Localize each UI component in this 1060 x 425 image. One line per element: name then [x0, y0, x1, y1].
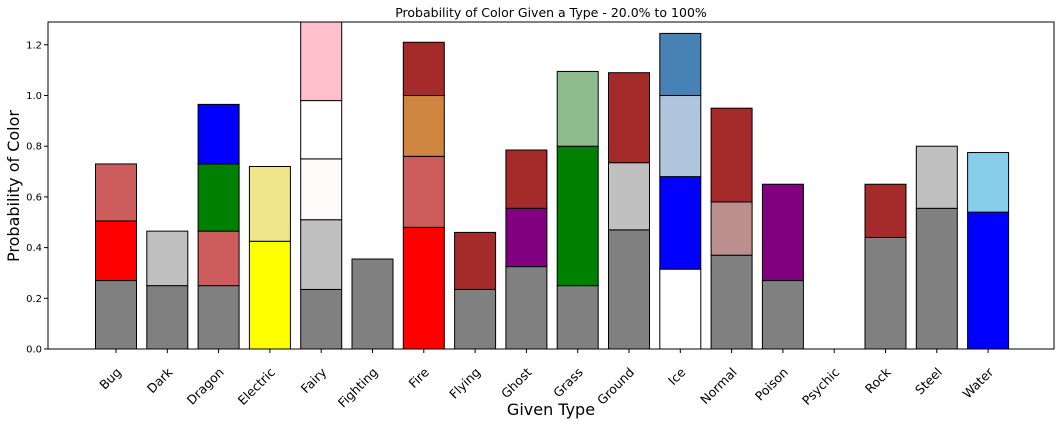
plot-frame	[47, 21, 1055, 350]
y-tick-label: 0.0	[26, 345, 42, 356]
x-tick-label: Dark	[144, 364, 176, 396]
bar-segment-dragon-3	[197, 103, 240, 165]
x-tick-label: Normal	[697, 365, 740, 408]
x-tick-label: Water	[959, 364, 996, 401]
x-axis-label: Given Type	[507, 400, 595, 419]
bar-segment-fire-2	[402, 95, 445, 157]
x-tick-label: Fire	[406, 364, 433, 391]
bar-segment-poison-1	[761, 183, 804, 282]
bar-segment-poison-0	[761, 280, 804, 350]
y-axis-label: Probability of Color	[4, 110, 23, 262]
bar-segment-steel-1	[915, 145, 958, 209]
x-tick-label: Fighting	[335, 365, 381, 411]
x-tick-label: Ground	[594, 365, 637, 408]
bar-segment-ice-0	[659, 268, 702, 350]
bar-segment-ice-3	[659, 32, 702, 97]
bar-segment-ground-0	[608, 229, 650, 350]
bar-segment-ground-1	[608, 162, 650, 231]
x-tick-label: Fairy	[298, 364, 330, 396]
bar-segment-steel-0	[915, 207, 958, 350]
bar-segment-fighting-0	[351, 258, 394, 350]
x-tick-label: Rock	[862, 364, 894, 396]
x-tick-label: Dragon	[184, 365, 227, 408]
bar-segment-dragon-0	[197, 285, 240, 350]
x-tick-label: Flying	[446, 365, 483, 402]
bar-segment-ice-1	[659, 176, 702, 270]
y-tick-label: 0.6	[26, 192, 42, 203]
x-tick-label: Poison	[752, 365, 791, 404]
bar-segment-ghost-0	[505, 266, 548, 350]
bar-segment-water-0	[967, 211, 1010, 350]
bar-segment-dragon-1	[197, 230, 240, 287]
bar-segment-fairy-1	[300, 219, 343, 290]
bar-segment-fairy-4	[300, 21, 343, 102]
bar-segment-electric-1	[248, 165, 291, 242]
bar-segment-electric-0	[248, 240, 291, 350]
bar-segment-bug-2	[95, 163, 137, 222]
bar-segment-normal-2	[710, 107, 753, 203]
bar-segment-ground-2	[608, 72, 650, 164]
chart-title: Probability of Color Given a Type - 20.0…	[395, 5, 707, 20]
x-tick-label: Steel	[912, 365, 945, 398]
bar-segment-ghost-2	[505, 149, 548, 209]
y-tick-label: 1.2	[26, 40, 42, 51]
bar-segment-dragon-2	[197, 163, 240, 232]
x-tick-label: Ghost	[498, 364, 535, 401]
bar-segment-grass-0	[556, 285, 599, 350]
bar-segment-fairy-2	[300, 158, 343, 221]
bar-segment-rock-0	[864, 236, 907, 350]
bar-segment-fairy-0	[300, 288, 343, 350]
bar-segment-bug-1	[95, 220, 137, 282]
y-tick-label: 0.8	[26, 142, 42, 153]
bar-segment-fire-1	[402, 155, 445, 228]
bar-segment-water-1	[967, 152, 1010, 213]
bar-segment-fairy-3	[300, 100, 343, 160]
y-tick-label: 0.2	[26, 294, 42, 305]
bar-segment-grass-2	[556, 70, 599, 147]
x-tick-label: Bug	[96, 365, 124, 393]
bar-segment-normal-0	[710, 254, 753, 350]
bar-segment-dark-1	[146, 230, 189, 287]
bar-segment-ice-2	[659, 95, 702, 178]
bar-segment-grass-1	[556, 145, 599, 287]
bar-segment-fire-0	[402, 226, 445, 350]
bar-segment-fire-3	[402, 41, 445, 97]
bar-segment-rock-1	[864, 183, 907, 238]
x-tick-label: Psychic	[799, 364, 842, 407]
bar-segment-ghost-1	[505, 207, 548, 268]
x-tick-label: Grass	[550, 365, 586, 401]
bar-segment-bug-0	[95, 280, 137, 350]
bar-segment-flying-1	[454, 231, 497, 290]
x-tick-label: Electric	[235, 364, 278, 407]
bar-segment-dark-0	[146, 285, 189, 350]
y-tick-label: 1.0	[26, 91, 42, 102]
x-tick-label: Ice	[665, 364, 689, 388]
bar-segment-flying-0	[454, 288, 497, 350]
bar-segment-normal-1	[710, 201, 753, 256]
y-tick-label: 0.4	[26, 243, 42, 254]
